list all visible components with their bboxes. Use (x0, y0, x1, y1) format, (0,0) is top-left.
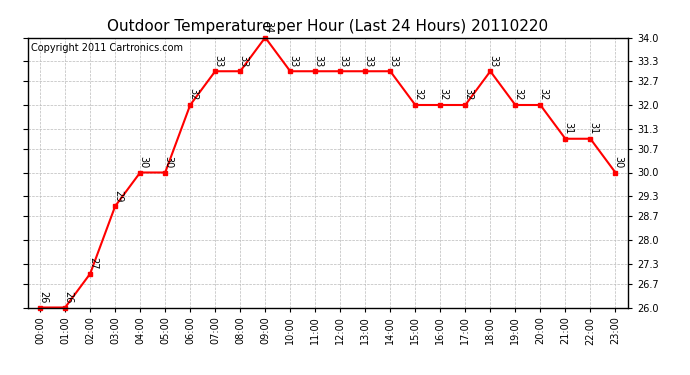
Text: 31: 31 (588, 122, 598, 135)
Text: 33: 33 (388, 55, 398, 67)
Text: 34: 34 (263, 21, 273, 33)
Text: 30: 30 (613, 156, 623, 168)
Text: Copyright 2011 Cartronics.com: Copyright 2011 Cartronics.com (30, 43, 183, 53)
Text: 30: 30 (138, 156, 148, 168)
Text: 32: 32 (538, 88, 548, 101)
Text: 26: 26 (38, 291, 48, 303)
Text: 32: 32 (513, 88, 523, 101)
Text: 33: 33 (313, 55, 323, 67)
Text: 32: 32 (438, 88, 448, 101)
Text: 33: 33 (338, 55, 348, 67)
Text: 33: 33 (488, 55, 498, 67)
Title: Outdoor Temperature per Hour (Last 24 Hours) 20110220: Outdoor Temperature per Hour (Last 24 Ho… (107, 18, 549, 33)
Text: 33: 33 (288, 55, 298, 67)
Text: 33: 33 (238, 55, 248, 67)
Text: 30: 30 (163, 156, 173, 168)
Text: 32: 32 (463, 88, 473, 101)
Text: 31: 31 (563, 122, 573, 135)
Text: 32: 32 (188, 88, 198, 101)
Text: 29: 29 (113, 190, 123, 202)
Text: 33: 33 (363, 55, 373, 67)
Text: 33: 33 (213, 55, 223, 67)
Text: 27: 27 (88, 257, 98, 270)
Text: 32: 32 (413, 88, 423, 101)
Text: 26: 26 (63, 291, 73, 303)
